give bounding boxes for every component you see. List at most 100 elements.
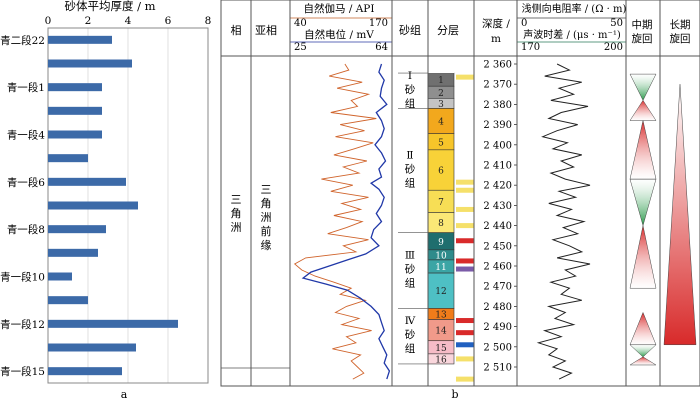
header-gr-title: 自然伽马 / API [303, 2, 374, 15]
mid-cycle-5-ascending [629, 356, 657, 366]
lith-mark-9 [456, 318, 474, 324]
layer-label-10: 10 [435, 251, 447, 261]
layer-label-8: 8 [438, 219, 444, 229]
layer-label-3: 3 [438, 100, 444, 110]
sand-group-numeral-3: Ⅲ [405, 250, 415, 262]
layer-label-7: 7 [438, 198, 444, 208]
lith-mark-5 [456, 223, 474, 229]
category-label-7: 青一段6 [7, 176, 45, 189]
header-depth-line2: m [491, 33, 501, 45]
panel-a-bar-chart: 砂体平均厚度 / m 0 2 4 6 8 青二段22 青一段1 青一段4 青一段6 青一段8 青一… [0, 0, 211, 401]
header-sand-group: 砂组 [399, 23, 421, 37]
layer-label-12: 12 [435, 287, 446, 297]
lith-mark-4 [456, 206, 474, 212]
depth-label-2470: 2 470 [483, 282, 512, 293]
subfacies-char-4: 前 [261, 224, 272, 238]
category-label-3: 青一段1 [7, 81, 45, 94]
tick-label-x-6: 6 [165, 15, 172, 27]
depth-label-2490: 2 490 [483, 322, 512, 333]
header-depth-line1: 深度 / [482, 17, 510, 30]
lith-mark-8 [456, 266, 474, 272]
mid-cycle-1-descending [629, 73, 657, 101]
sand-group-name-a-1: 砂 [405, 83, 416, 96]
tick-label-x-4: 4 [125, 15, 132, 27]
depth-label-2440: 2 440 [483, 221, 512, 232]
depth-label-2410: 2 410 [483, 161, 512, 172]
mid-cycle-3-descending [629, 178, 657, 227]
gamma-ray-curve [293, 63, 377, 380]
sp-curve [301, 63, 391, 380]
bar-13 [48, 319, 178, 328]
header-long-cycle: 长期旋回 [670, 19, 691, 45]
sand-group-name-b-4: 组 [405, 342, 416, 355]
depth-label-2420: 2 420 [483, 181, 512, 192]
header-mid-cycle: 中期旋回 [632, 18, 653, 45]
depth-label-2430: 2 430 [483, 201, 512, 212]
sand-group-name-a-2: 砂 [405, 163, 416, 176]
tick-label-x-2: 2 [85, 15, 92, 27]
bar-1 [48, 35, 112, 44]
layer-label-9: 9 [438, 238, 444, 248]
subfacies-char-1: 三 [261, 183, 272, 196]
bar-3 [48, 83, 102, 92]
depth-label-2480: 2 480 [483, 302, 512, 313]
panel-b-well-log: 相 亚相 自然伽马 / API 40 170 自然电位 / mV 25 64 砂… [220, 0, 700, 401]
category-label-1: 青二段22 [0, 34, 45, 47]
header-ac-max: 200 [604, 42, 623, 53]
header-res-min: 0 [521, 18, 527, 29]
sand-group-numeral-2: Ⅱ [406, 150, 413, 162]
bar-8 [48, 201, 138, 210]
panel-b-label: b [451, 388, 458, 401]
layer-label-16: 16 [435, 355, 447, 365]
bar-11 [48, 272, 72, 281]
mid-cycle-5-descending [629, 344, 657, 358]
category-label-13: 青一段12 [0, 318, 45, 331]
header-layer: 分层 [437, 24, 459, 37]
header-sp-title: 自然电位 / mV [304, 28, 374, 41]
long-cycle-triangle [663, 84, 697, 346]
bar-7 [48, 177, 126, 186]
layer-label-6: 6 [438, 167, 444, 177]
lith-mark-7 [456, 258, 474, 264]
header-facies: 相 [231, 24, 242, 37]
category-label-11: 青一段10 [0, 271, 45, 284]
header-subfacies: 亚相 [255, 24, 277, 37]
bar-2 [48, 59, 132, 68]
bar-6 [48, 154, 88, 163]
layer-label-1: 1 [438, 76, 444, 86]
header-res-title: 浅侧向电阻率 / (Ω · m) [522, 2, 627, 15]
tick-label-x-8: 8 [205, 15, 212, 27]
subfacies-char-3: 洲 [261, 211, 272, 224]
mid-cycle-3-ascending [629, 225, 657, 289]
depth-label-2370: 2 370 [483, 80, 512, 91]
layer-label-11: 11 [435, 263, 446, 273]
sand-group-numeral-4: Ⅳ [405, 315, 416, 327]
header-res-max: 50 [610, 18, 623, 29]
category-label-5: 青一段4 [7, 129, 45, 142]
subfacies-char-5: 缘 [261, 239, 272, 252]
depth-label-2390: 2 390 [483, 120, 512, 131]
mid-cycle-4-ascending [629, 311, 657, 346]
lith-mark-6 [456, 238, 474, 244]
sand-group-name-a-4: 砂 [405, 328, 416, 341]
sand-group-name-b-1: 组 [405, 97, 416, 110]
lith-mark-12 [456, 356, 474, 362]
lith-mark-2 [456, 179, 474, 185]
bar-9 [48, 225, 106, 234]
chart-a-title: 砂体平均厚度 / m [64, 0, 155, 13]
bar-5 [48, 130, 102, 139]
layer-label-4: 4 [438, 118, 444, 128]
header-ac-title: 声波时差 / (μs · m⁻¹) [523, 28, 621, 41]
bar-14 [48, 343, 136, 352]
bar-15 [48, 367, 122, 376]
sand-group-name-a-3: 砂 [405, 263, 416, 276]
tick-label-x-0: 0 [45, 15, 52, 27]
bar-10 [48, 248, 98, 257]
depth-label-2500: 2 500 [483, 342, 512, 353]
depth-label-2380: 2 380 [483, 100, 512, 111]
header-gr-max: 170 [369, 18, 388, 29]
facies-char-1: 三 [231, 193, 242, 206]
column-dividers [250, 0, 661, 386]
subfacies-char-2: 角 [261, 197, 272, 210]
category-label-15: 青一段15 [0, 365, 45, 378]
